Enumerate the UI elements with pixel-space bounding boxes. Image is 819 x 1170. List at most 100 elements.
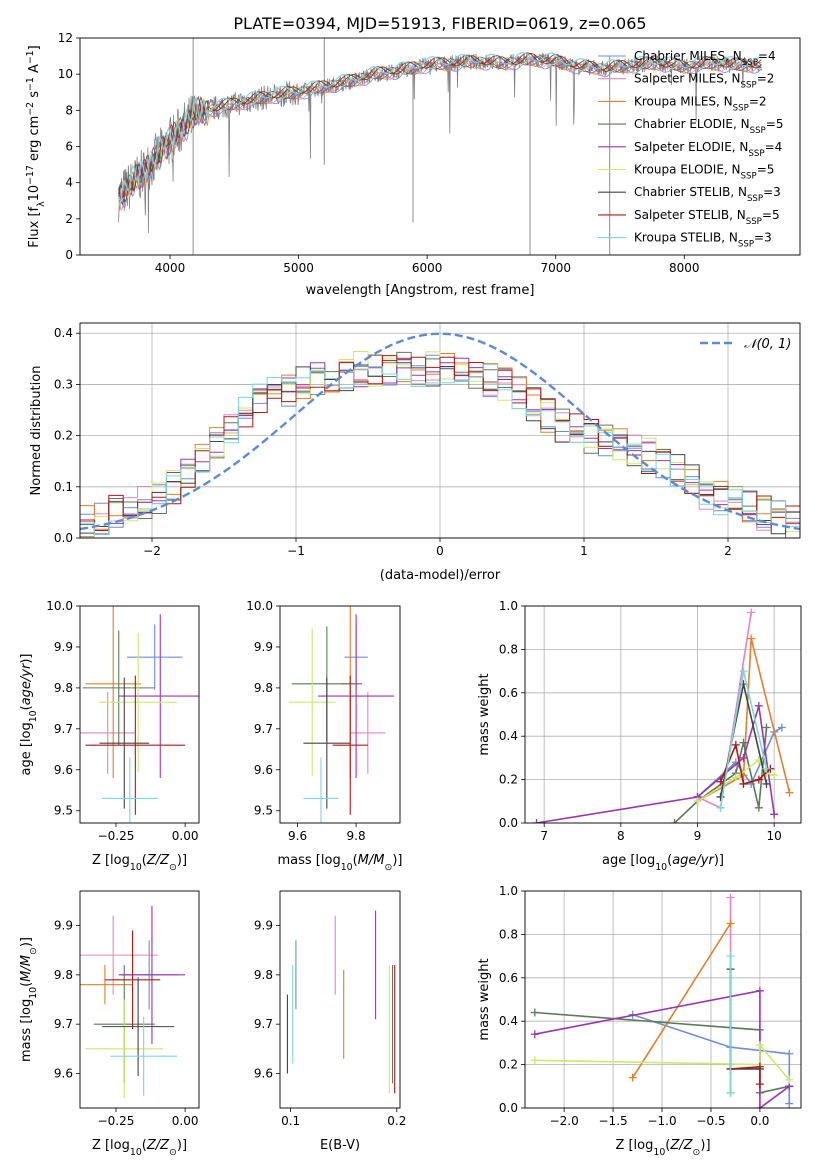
weight-vs-z-series-5: [534, 1042, 790, 1081]
marker-plus: [739, 753, 748, 762]
mass-vs-z-ylabel: mass [log10(M/M⊙)]: [19, 937, 39, 1062]
y-tick-label: 9.7: [254, 1017, 273, 1031]
residuals-xlabel: (data-model)/error: [380, 568, 501, 583]
y-tick-label: 9.9: [254, 919, 273, 933]
marker-plus: [747, 608, 756, 617]
marker-plus: [785, 1099, 794, 1108]
age-vs-z-ylabel: age [log10(age/yr)]: [19, 653, 39, 775]
spectrum-ylabel: Flux [fλ10−17 erg cm−2 s−1 A−1]: [25, 45, 47, 247]
x-tick-label: 1: [580, 544, 588, 558]
y-tick-label: 9.9: [54, 640, 73, 654]
age-vs-z-frame: [79, 605, 200, 824]
age-vs-z-plot: [80, 606, 199, 823]
marker-plus: [755, 1104, 764, 1108]
marker-plus: [726, 952, 735, 961]
y-tick-label: 0.4: [54, 326, 73, 340]
x-tick-label: 6000: [412, 261, 443, 275]
marker-plus: [731, 773, 740, 782]
marker-plus: [770, 771, 779, 780]
y-tick-label: 0.8: [499, 642, 518, 656]
y-tick-label: 0.3: [54, 377, 73, 391]
x-tick-label: −2.0: [550, 1114, 579, 1128]
marker-plus: [530, 1030, 539, 1039]
x-tick-label: 2: [724, 544, 732, 558]
x-tick-label: −0.25: [98, 829, 135, 843]
gaussian-curve: [80, 332, 800, 531]
y-tick-label: 0.6: [499, 971, 518, 985]
y-tick-label: 0.1: [54, 480, 73, 494]
y-tick-label: 9.6: [254, 1066, 273, 1080]
marker-plus: [747, 634, 756, 643]
marker-plus: [628, 1073, 637, 1082]
residuals-ylabel: Normed distribution: [29, 366, 44, 496]
marker-plus: [716, 777, 725, 786]
marker-plus: [693, 797, 702, 806]
model-line-1: [118, 58, 762, 212]
x-tick-label: 0.0: [750, 1114, 769, 1128]
spectrum-frame: [79, 37, 801, 256]
y-tick-label: 2: [65, 212, 73, 226]
gaussian-legend-label: 𝒩(0, 1): [744, 337, 791, 352]
marker-plus: [716, 803, 725, 812]
marker-plus: [777, 723, 786, 732]
marker-plus: [755, 1062, 764, 1071]
age-vs-z-axes: −0.25 0.00 9.5 9.6 9.7 9.8 9.9 10.0: [46, 599, 198, 843]
weight-vs-z-frame: [524, 890, 802, 1109]
y-tick-label: 9.6: [254, 763, 273, 777]
x-tick-label: 0.00: [172, 1114, 199, 1128]
age-vs-mass-xlabel: mass [log10(M/M⊙)]: [278, 853, 403, 873]
histogram-series-7: [80, 355, 800, 538]
marker-plus: [785, 1075, 794, 1084]
spectrum-xlabel: wavelength [Angstrom, rest frame]: [306, 283, 535, 298]
weight-vs-z-series-2: [632, 923, 732, 1079]
residuals-axes: −2 −1 0 1 2 0.0 0.1 0.2 0.3 0.4: [54, 323, 800, 558]
mass-vs-z-axes: −0.25 0.00 9.6 9.7 9.8 9.9: [54, 919, 199, 1128]
x-tick-label: 4000: [155, 261, 186, 275]
x-tick-label: 7: [540, 829, 548, 843]
x-tick-label: −1.0: [647, 1114, 676, 1128]
weight-vs-z-axes: −2.0 −1.5 −1.0 −0.5 0.0 0.0 0.2 0.4 0.6 0.8 1.0: [499, 884, 801, 1128]
marker-plus: [739, 779, 748, 788]
age-vs-z-xlabel: Z [log10(Z/Z⊙)]: [92, 853, 187, 873]
y-tick-label: 0.0: [499, 1101, 518, 1115]
x-tick-label: −1: [287, 544, 305, 558]
x-tick-label: −1.5: [599, 1114, 628, 1128]
spectrum-legend: Chabrier MILES, NSSP=4 Salpeter MILES, NS…: [598, 49, 783, 250]
marker-plus: [754, 803, 763, 812]
marker-plus: [755, 986, 764, 995]
legend-entry: Chabrier ELODIE, NSSP=5: [634, 117, 783, 136]
x-tick-label: 9.8: [347, 829, 366, 843]
y-tick-label: 8: [65, 103, 73, 117]
weight-vs-age-ylabel: mass weight: [477, 673, 492, 755]
weight-vs-z-series-6: [729, 969, 760, 1070]
marker-plus: [785, 1049, 794, 1058]
marker-plus: [726, 919, 735, 928]
y-tick-label: 4: [65, 176, 73, 190]
y-tick-label: 9.8: [54, 681, 73, 695]
marker-plus: [726, 893, 735, 902]
x-tick-label: 9: [694, 829, 702, 843]
marker-plus: [770, 810, 779, 819]
x-tick-label: 7000: [540, 261, 571, 275]
legend-entry: Salpeter STELIB, NSSP=5: [634, 208, 780, 227]
mass-vs-ebv-axes: 0.1 0.2 9.6 9.7 9.8 9.9: [254, 919, 406, 1128]
histogram-series-8: [80, 363, 800, 538]
y-tick-label: 0.6: [499, 686, 518, 700]
x-tick-label: 8000: [669, 261, 700, 275]
y-tick-label: 9.8: [254, 968, 273, 982]
weight-vs-z-ylabel: mass weight: [477, 958, 492, 1040]
y-tick-label: 1.0: [499, 884, 518, 898]
mass-vs-z-plot: [80, 905, 186, 1099]
y-tick-label: 0.2: [54, 429, 73, 443]
mass-vs-ebv-frame: [279, 890, 401, 1109]
weight-vs-age-series-2: [697, 638, 791, 802]
weight-vs-age-plot: [532, 608, 794, 823]
y-tick-label: 1.0: [499, 599, 518, 613]
y-tick-label: 12: [58, 31, 73, 45]
marker-plus: [762, 764, 771, 773]
x-tick-label: 0.00: [172, 829, 199, 843]
x-tick-label: −0.25: [98, 1114, 135, 1128]
y-tick-label: 9.7: [54, 722, 73, 736]
y-tick-label: 0.2: [499, 1058, 518, 1072]
